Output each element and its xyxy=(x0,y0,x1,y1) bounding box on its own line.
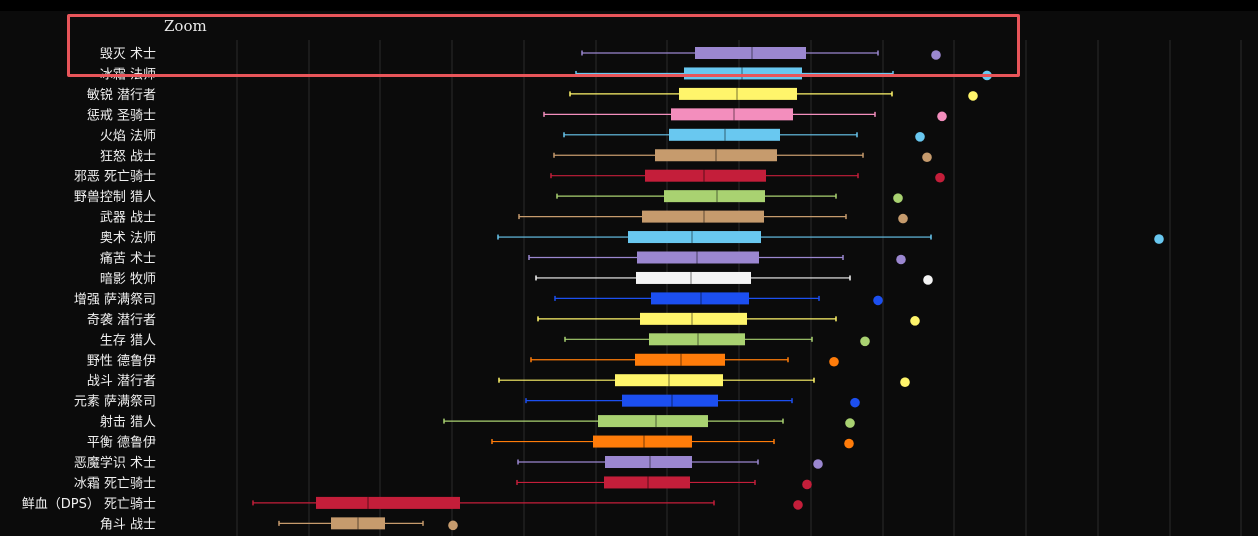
box xyxy=(655,149,777,162)
outlier-point xyxy=(937,111,947,122)
zoom-label[interactable]: Zoom xyxy=(164,17,207,35)
box xyxy=(695,47,806,59)
outlier-point xyxy=(860,336,870,347)
box xyxy=(331,517,385,530)
outlier-point xyxy=(931,50,941,60)
outlier-point xyxy=(923,275,933,285)
category-label: 冰霜 死亡骑士 xyxy=(74,476,156,491)
outlier-point xyxy=(813,459,823,469)
outlier-point xyxy=(844,438,854,449)
outlier-point xyxy=(829,356,839,367)
outlier-point xyxy=(448,520,458,531)
category-label: 痛苦 术士 xyxy=(100,251,156,267)
category-label: 角斗 战士 xyxy=(100,517,156,532)
category-label: 野兽控制 猎人 xyxy=(74,190,156,205)
box xyxy=(622,394,718,407)
outlier-point xyxy=(982,70,992,81)
outlier-point xyxy=(873,295,883,306)
box xyxy=(316,496,460,509)
category-label: 冰霜 法师 xyxy=(100,67,156,82)
outlier-point xyxy=(910,316,920,326)
box xyxy=(635,353,725,366)
outlier-point xyxy=(900,377,910,388)
box xyxy=(636,271,751,284)
outlier-point xyxy=(802,479,812,490)
box xyxy=(605,456,692,468)
box xyxy=(664,190,765,203)
category-label: 毁灭 术士 xyxy=(100,47,156,62)
outlier-point xyxy=(893,193,903,203)
outlier-point xyxy=(968,91,978,101)
box xyxy=(651,292,749,305)
category-label: 战斗 潜行者 xyxy=(87,374,156,389)
box xyxy=(640,312,747,325)
category-label: 火焰 法师 xyxy=(100,129,156,144)
category-label: 恶魔学识 术士 xyxy=(74,455,156,471)
box xyxy=(679,87,797,100)
box xyxy=(628,231,761,244)
outlier-point xyxy=(922,152,932,163)
category-label: 邪恶 死亡骑士 xyxy=(74,170,156,185)
category-label: 暗影 牧师 xyxy=(100,272,156,287)
outlier-point xyxy=(850,397,860,408)
category-label: 平衡 德鲁伊 xyxy=(87,436,156,451)
top-bar xyxy=(0,0,1258,11)
category-label: 野性 德鲁伊 xyxy=(87,354,156,369)
outlier-point xyxy=(898,213,908,224)
box xyxy=(642,210,764,223)
category-label: 武器 战士 xyxy=(100,211,156,226)
category-label: 狂怒 战士 xyxy=(100,149,156,164)
outlier-point xyxy=(1154,234,1164,244)
box xyxy=(649,333,745,346)
box xyxy=(684,67,802,80)
category-label: 生存 猎人 xyxy=(100,333,156,348)
category-label: 敏锐 潜行者 xyxy=(87,88,156,103)
category-label: 惩戒 圣骑士 xyxy=(87,108,156,123)
box xyxy=(671,108,793,121)
category-label: 奇袭 潜行者 xyxy=(87,312,156,328)
box xyxy=(645,169,766,182)
category-label: 射击 猎人 xyxy=(100,414,156,430)
category-label: 鲜血（DPS） 死亡骑士 xyxy=(22,497,156,512)
category-label: 增强 萨满祭司 xyxy=(74,292,156,307)
outlier-point xyxy=(915,132,925,142)
box xyxy=(669,128,780,141)
outlier-point xyxy=(845,418,855,428)
box xyxy=(637,251,759,264)
box xyxy=(615,374,723,387)
outlier-point xyxy=(793,500,803,510)
box xyxy=(593,435,692,448)
outlier-point xyxy=(896,254,906,265)
category-label: 奥术 法师 xyxy=(100,231,156,246)
category-label: 元素 萨满祭司 xyxy=(74,395,156,410)
box xyxy=(604,476,690,489)
box xyxy=(598,415,708,428)
outlier-point xyxy=(935,172,945,183)
